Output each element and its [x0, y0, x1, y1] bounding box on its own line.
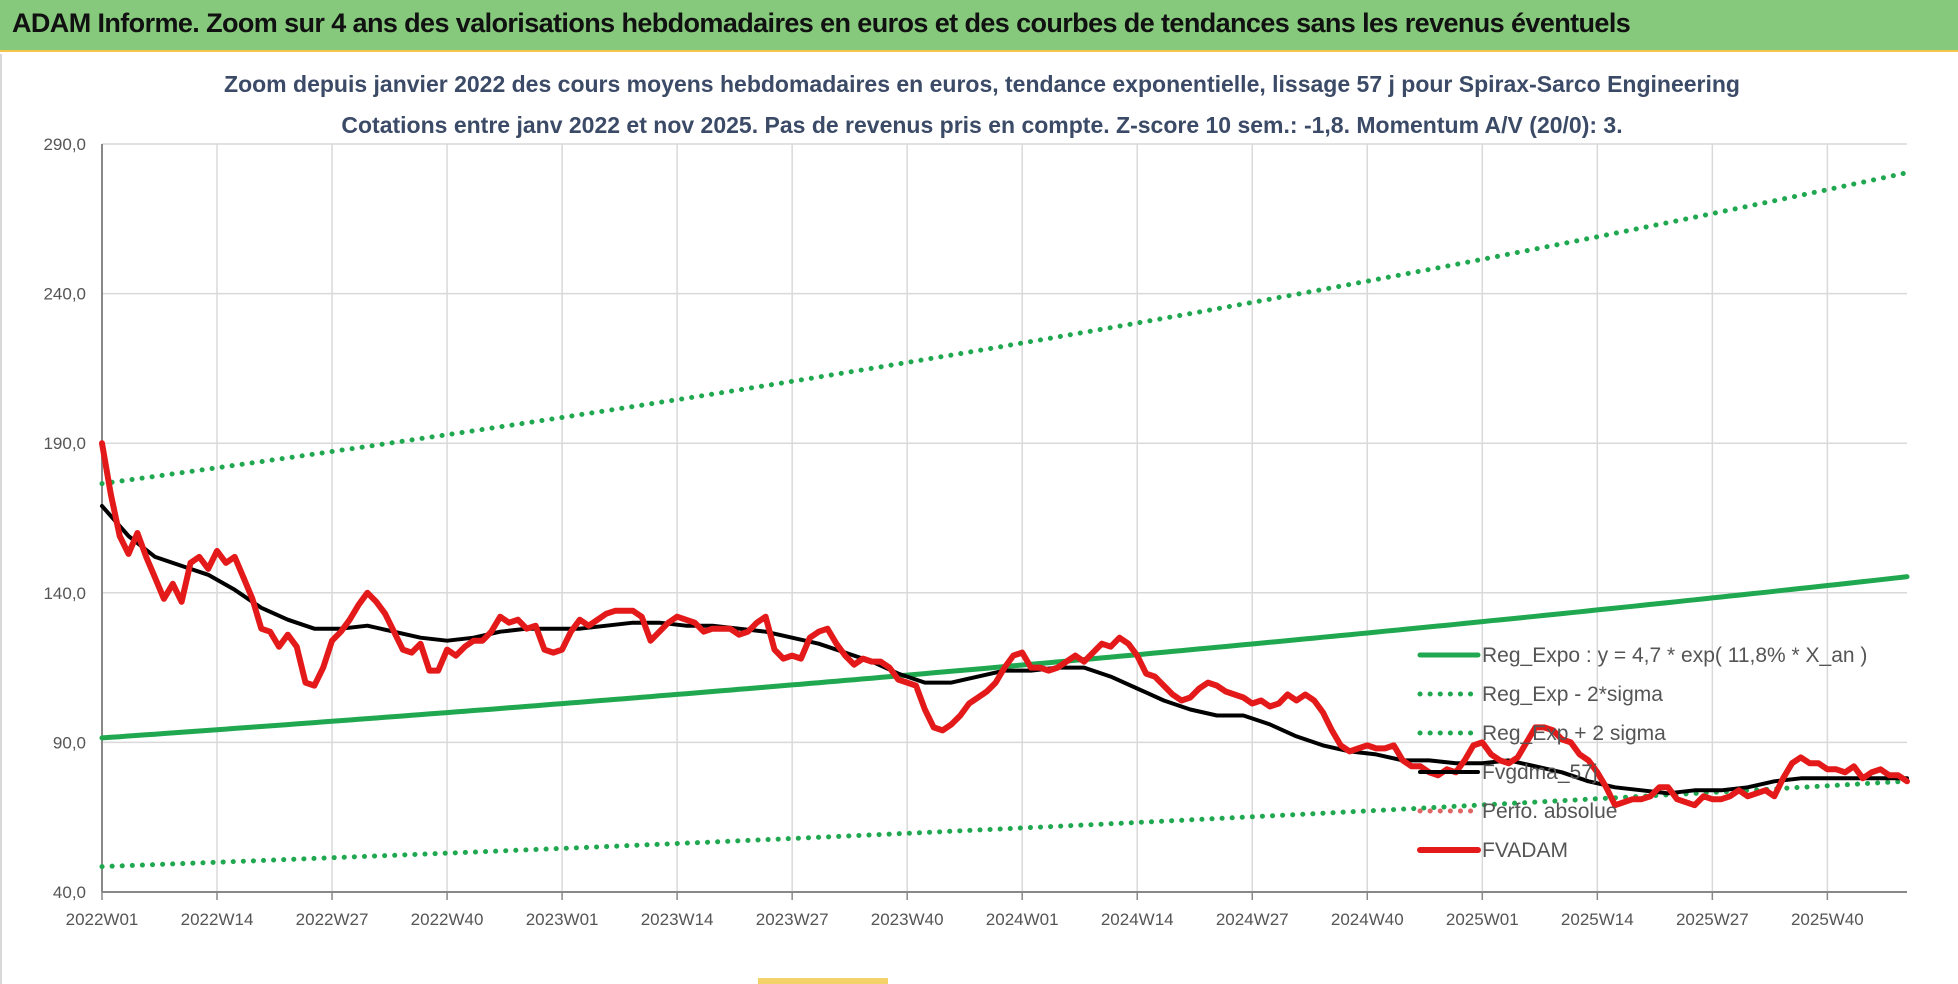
x-tick-label: 2023W27: [756, 910, 829, 929]
x-tick-label: 2025W14: [1561, 910, 1634, 929]
x-tick-label: 2023W14: [641, 910, 714, 929]
legend-entry: Reg_Exp + 2 sigma: [1482, 722, 1666, 745]
legend-entry: Perfo. absolue: [1482, 800, 1617, 823]
header-banner: ADAM Informe. Zoom sur 4 ans des valoris…: [0, 0, 1958, 52]
chart-subtitle: Cotations entre janv 2022 et nov 2025. P…: [341, 112, 1622, 138]
x-tick-label: 2022W40: [411, 910, 484, 929]
x-tick-label: 2022W27: [296, 910, 369, 929]
y-tick-label: 140,0: [43, 584, 86, 603]
banner-title: ADAM Informe. Zoom sur 4 ans des valoris…: [12, 8, 1631, 38]
y-tick-label: 190,0: [43, 434, 86, 453]
x-tick-label: 2024W40: [1331, 910, 1404, 929]
x-tick-label: 2024W01: [986, 910, 1059, 929]
series-line-reg-exp-2-sigma: [99, 778, 1910, 870]
axes: 40,0 90,0 140,0 190,0 240,0 290,0 2022W01 2022W…: [43, 135, 1907, 929]
x-tick-label: 2023W40: [871, 910, 944, 929]
legend-entry: Reg_Expo : y = 4,7 * exp( 11,8% * X_an ): [1482, 644, 1867, 667]
x-tick-label: 2024W14: [1101, 910, 1174, 929]
x-tick-label: 2024W27: [1216, 910, 1289, 929]
series-line-fvadam: [99, 440, 1910, 809]
x-tick-label: 2022W14: [181, 910, 254, 929]
x-tick-label: 2023W01: [526, 910, 599, 929]
x-tick-label: 2025W27: [1676, 910, 1749, 929]
x-tick-label: 2022W01: [66, 910, 139, 929]
series-line-reg-exp-2-sigma: [99, 170, 1910, 487]
legend: Reg_Expo : y = 4,7 * exp( 11,8% * X_an )…: [1417, 644, 1867, 862]
legend-entry: FVADAM: [1482, 839, 1568, 862]
x-tick-label: 2025W01: [1446, 910, 1519, 929]
line-chart: Zoom depuis janvier 2022 des cours moyen…: [43, 71, 1910, 929]
y-tick-label: 290,0: [43, 135, 86, 154]
series-layer: [99, 170, 1910, 870]
legend-entry: Fvgdma_57j: [1482, 761, 1598, 784]
chart-area: Zoom depuis janvier 2022 des cours moyen…: [0, 54, 1958, 984]
y-tick-label: 90,0: [53, 733, 86, 752]
bottom-accent-bar: [758, 978, 888, 984]
chart-title: Zoom depuis janvier 2022 des cours moyen…: [224, 71, 1740, 97]
y-tick-label: 240,0: [43, 285, 86, 304]
y-tick-label: 40,0: [53, 883, 86, 902]
legend-entry: Reg_Exp - 2*sigma: [1482, 683, 1663, 706]
x-tick-label: 2025W40: [1791, 910, 1864, 929]
grid-lines: [102, 143, 1907, 892]
